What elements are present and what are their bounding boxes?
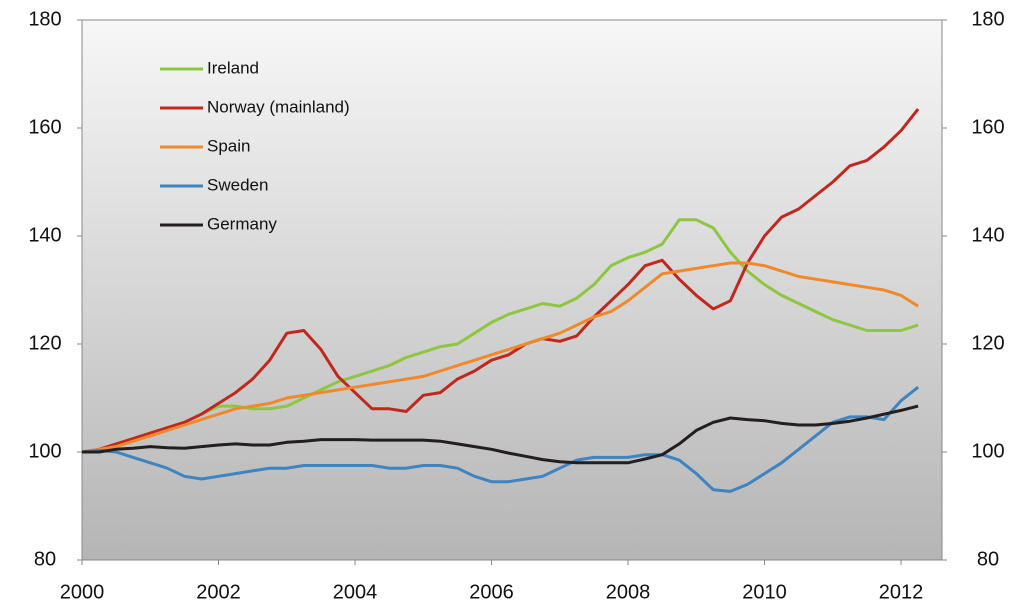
legend-label: Norway (mainland) <box>207 97 350 116</box>
legend-label: Ireland <box>207 58 259 77</box>
y-tick-label: 120 <box>28 332 61 354</box>
series-line <box>82 404 919 465</box>
y-tick-label: 180 <box>28 8 61 30</box>
series-line <box>81 261 919 454</box>
x-tick-label: 2008 <box>606 581 651 603</box>
y2-tick-label: 180 <box>971 8 1004 30</box>
series-line <box>81 218 919 454</box>
x-tick-label: 2010 <box>742 581 787 603</box>
x-tick-label: 2006 <box>469 581 514 603</box>
y2-tick-label: 140 <box>971 224 1004 246</box>
y-tick-label: 160 <box>28 116 61 138</box>
y-tick-label: 100 <box>28 440 61 462</box>
y2-tick-label: 100 <box>971 440 1004 462</box>
y2-tick-label: 120 <box>971 332 1004 354</box>
y2-tick-label: 160 <box>971 116 1004 138</box>
legend-label: Germany <box>207 214 277 233</box>
x-tick-label: 2012 <box>879 581 924 603</box>
x-tick-label: 2004 <box>333 581 378 603</box>
x-tick-label: 2000 <box>60 581 105 603</box>
y-tick-label: 80 <box>34 548 56 570</box>
plot-area <box>81 19 943 561</box>
legend-label: Spain <box>207 136 250 155</box>
y2-tick-label: 80 <box>977 548 999 570</box>
series-line <box>81 108 920 454</box>
legend-label: Sweden <box>207 175 268 194</box>
x-tick-label: 2002 <box>196 581 241 603</box>
y-tick-label: 140 <box>28 224 61 246</box>
series-line <box>81 386 920 493</box>
